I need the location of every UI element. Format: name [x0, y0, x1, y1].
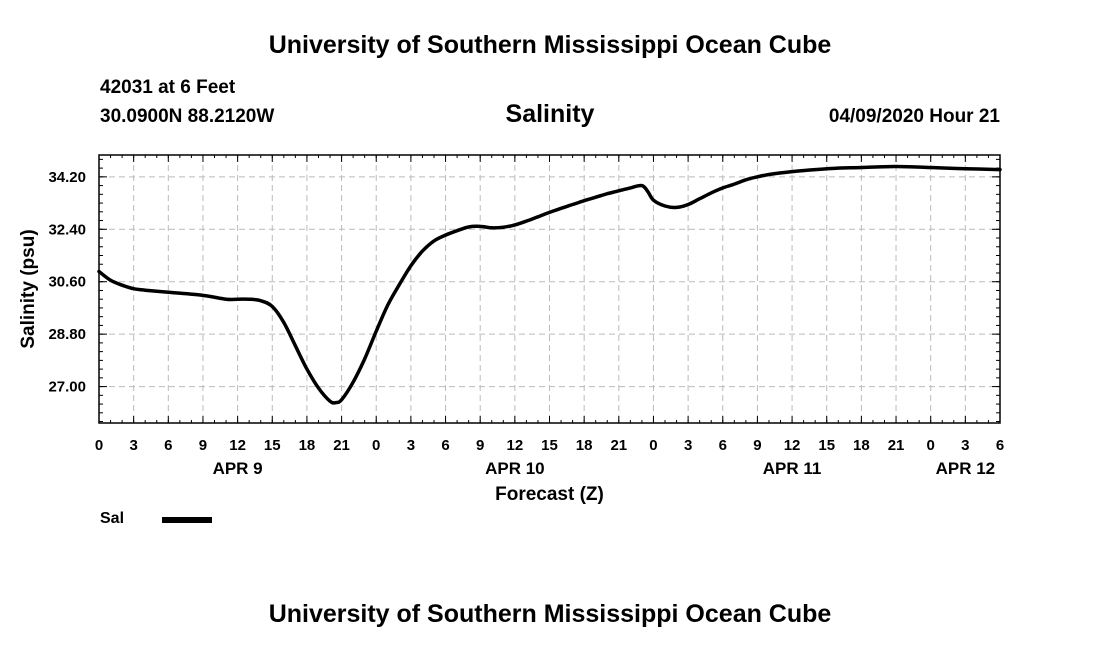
footer-title: University of Southern Mississippi Ocean…	[268, 600, 832, 628]
y-tick-label: 27.00	[48, 379, 86, 396]
legend-label: Sal	[100, 510, 125, 527]
x-tick-label: 6	[719, 437, 727, 454]
x-tick-label: 6	[441, 437, 449, 454]
x-day-label: APR 11	[763, 459, 822, 478]
x-tick-label: 18	[576, 437, 593, 454]
y-tick-label: 28.80	[48, 326, 86, 343]
x-tick-label: 18	[299, 437, 316, 454]
x-tick-label: 15	[818, 437, 835, 454]
legend-swatch	[162, 517, 212, 523]
x-tick-label: 3	[129, 437, 137, 454]
x-tick-label: 3	[407, 437, 415, 454]
forecast-datetime: 04/09/2020 Hour 21	[828, 106, 1000, 127]
x-tick-label: 15	[541, 437, 558, 454]
chart-title: Salinity	[505, 100, 595, 128]
x-tick-label: 9	[199, 437, 207, 454]
station-label: 42031 at 6 Feet	[100, 77, 236, 98]
y-tick-label: 34.20	[48, 169, 86, 186]
x-tick-label: 21	[333, 437, 350, 454]
x-axis-label: Forecast (Z)	[495, 484, 604, 505]
x-tick-label: 21	[888, 437, 905, 454]
x-tick-label: 0	[95, 437, 103, 454]
x-tick-label: 0	[372, 437, 380, 454]
x-tick-label: 3	[684, 437, 692, 454]
x-tick-label: 12	[784, 437, 801, 454]
x-tick-label: 9	[476, 437, 484, 454]
x-tick-label: 6	[164, 437, 172, 454]
x-tick-label: 0	[927, 437, 935, 454]
x-tick-label: 15	[264, 437, 281, 454]
page-title: University of Southern Mississippi Ocean…	[268, 31, 832, 59]
x-day-label: APR 10	[485, 459, 545, 478]
x-tick-label: 9	[753, 437, 761, 454]
axis-labels: 0 3 6 9 12 15 18 21 0 3 6 9 12 15 18 21 0 3 6 9 12 15 18 21 0 3 6A…	[48, 169, 1004, 478]
x-tick-label: 12	[229, 437, 246, 454]
x-tick-label: 0	[649, 437, 657, 454]
y-tick-label: 32.40	[48, 221, 86, 238]
x-tick-label: 3	[961, 437, 969, 454]
y-tick-label: 30.60	[48, 274, 86, 291]
plot-frame	[98, 154, 1001, 424]
x-tick-label: 18	[853, 437, 870, 454]
grid-lines	[99, 155, 1000, 423]
coordinates-label: 30.0900N 88.2120W	[100, 106, 275, 127]
y-axis-label: Salinity (psu)	[18, 229, 39, 348]
x-day-label: APR 12	[936, 459, 996, 478]
x-day-label: APR 9	[213, 459, 263, 478]
x-tick-label: 6	[996, 437, 1004, 454]
salinity-series-line	[97, 164, 1002, 405]
x-tick-label: 21	[610, 437, 627, 454]
x-tick-label: 12	[507, 437, 524, 454]
